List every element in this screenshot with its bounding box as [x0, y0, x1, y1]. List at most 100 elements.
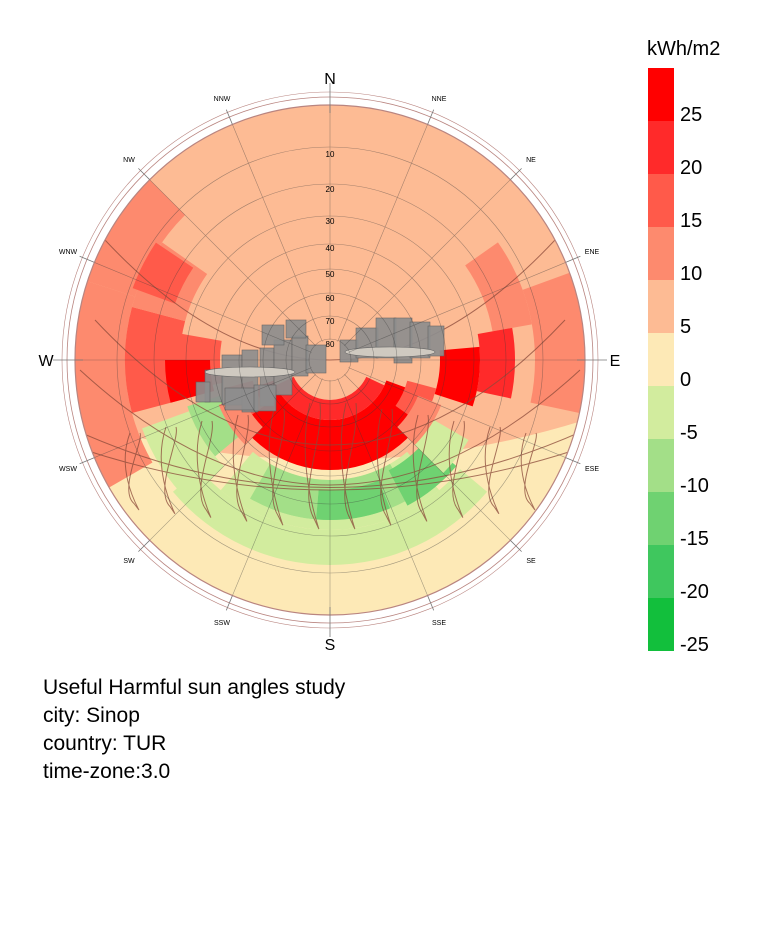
sky-patch	[187, 395, 242, 457]
direction-spoke	[149, 373, 317, 541]
direction-spoke	[348, 262, 566, 353]
compass-label-nnw: NNW	[214, 96, 231, 103]
analemma-loop	[520, 432, 537, 511]
direction-spoke	[337, 378, 428, 596]
caption-city: city: Sinop	[43, 704, 140, 727]
legend-tick: 10	[680, 263, 702, 285]
legend-tick: -5	[680, 422, 698, 444]
legend-tick: 0	[680, 369, 691, 391]
analemma-loop	[484, 426, 501, 514]
direction-spoke	[343, 179, 511, 347]
context-building	[261, 324, 285, 346]
compass-labels: N E S W NNE NE ENE ESE SE SSE SSW SW WSW…	[38, 71, 620, 654]
legend-band	[648, 598, 674, 651]
legend-tick: -10	[680, 475, 709, 497]
compass-label-s: S	[325, 637, 336, 654]
compass-frame	[53, 83, 607, 637]
sky-patch	[275, 376, 385, 421]
legend-band	[648, 174, 674, 227]
legend-tick: 15	[680, 210, 702, 232]
analemma-loop	[376, 408, 393, 526]
compass-tick	[225, 595, 233, 611]
compass-label-nne: NNE	[432, 96, 447, 103]
sun-path-arc	[104, 239, 556, 361]
altitude-label: 60	[326, 294, 335, 303]
compass-tick	[427, 595, 435, 611]
legend-band	[648, 439, 674, 492]
compass-label-sse: SSE	[432, 620, 446, 627]
altitude-label: 40	[326, 244, 335, 253]
compass-label-wnw: WNW	[59, 249, 78, 256]
altitude-ring	[185, 215, 475, 505]
compass-tick	[510, 540, 522, 552]
sun-path-curves	[75, 239, 585, 530]
context-building	[427, 325, 445, 357]
compass-label-e: E	[610, 353, 621, 370]
altitude-label: 30	[326, 217, 335, 226]
context-building	[253, 384, 277, 412]
legend-tick: -15	[680, 528, 709, 550]
compass-label-ene: ENE	[585, 249, 600, 256]
analemma-loop	[412, 414, 429, 522]
sky-patch	[397, 395, 442, 445]
sky-patch	[87, 179, 186, 297]
compass-label-wsw: WSW	[59, 466, 77, 473]
legend-tick: -20	[680, 581, 709, 603]
altitude-label: 50	[326, 270, 335, 279]
analemma-loop	[196, 420, 213, 518]
caption-country: country: TUR	[43, 732, 167, 755]
altitude-ring	[213, 243, 447, 477]
legend-tick: 20	[680, 157, 702, 179]
analemma-loop	[232, 414, 249, 522]
context-building	[195, 381, 211, 403]
compass-tick	[510, 168, 522, 180]
legend-band	[648, 227, 674, 280]
compass-tick	[138, 540, 150, 552]
direction-spoke	[94, 367, 312, 458]
compass-label-nw: NW	[123, 157, 135, 164]
sun-path-arc	[94, 319, 566, 446]
compass-label-sw: SW	[123, 558, 135, 565]
sky-patch	[476, 327, 515, 399]
sky-patch	[132, 242, 194, 304]
context-building	[224, 387, 256, 411]
color-legend: kWh/m2 25 20 15 10 5 0 -5 -10 -15 -20 -2…	[647, 38, 720, 656]
legend-tick: 5	[680, 316, 691, 338]
legend-tick: -25	[680, 634, 709, 656]
altitude-label: 70	[326, 317, 335, 326]
compass-tick	[427, 109, 435, 125]
altitude-ring	[262, 292, 398, 428]
compass-tick	[79, 255, 95, 263]
legend-band	[648, 545, 674, 598]
direction-spoke	[94, 262, 312, 353]
caption-timezone: time-zone:3.0	[43, 760, 171, 783]
altitude-labels: 10 20 30 40 50 60 70 80	[326, 150, 335, 349]
compass-tick	[225, 109, 233, 125]
altitude-grid	[75, 105, 585, 615]
direction-spoke	[149, 179, 317, 347]
legend-tick: 25	[680, 104, 702, 126]
altitude-label: 10	[326, 150, 335, 159]
context-building	[273, 339, 293, 396]
sky-patch	[75, 281, 153, 488]
legend-band	[648, 386, 674, 439]
direction-spoke	[348, 367, 566, 458]
compass-label-ssw: SSW	[214, 620, 230, 627]
context-buildings	[195, 317, 445, 413]
compass-tick	[138, 168, 150, 180]
compass-label-w: W	[38, 353, 54, 370]
analemma-loop	[304, 402, 321, 530]
compass-label-ese: ESE	[585, 466, 599, 473]
direction-spoke	[232, 378, 323, 596]
compass-tick	[79, 457, 95, 465]
context-building	[344, 346, 436, 358]
analemma-loop	[160, 426, 177, 514]
caption-title: Useful Harmful sun angles study	[43, 676, 346, 699]
legend-band	[648, 492, 674, 545]
analemma-loop	[448, 420, 465, 518]
legend-unit: kWh/m2	[647, 38, 720, 60]
legend-band	[648, 121, 674, 174]
altitude-ring	[238, 268, 422, 452]
direction-spoke	[343, 373, 511, 541]
